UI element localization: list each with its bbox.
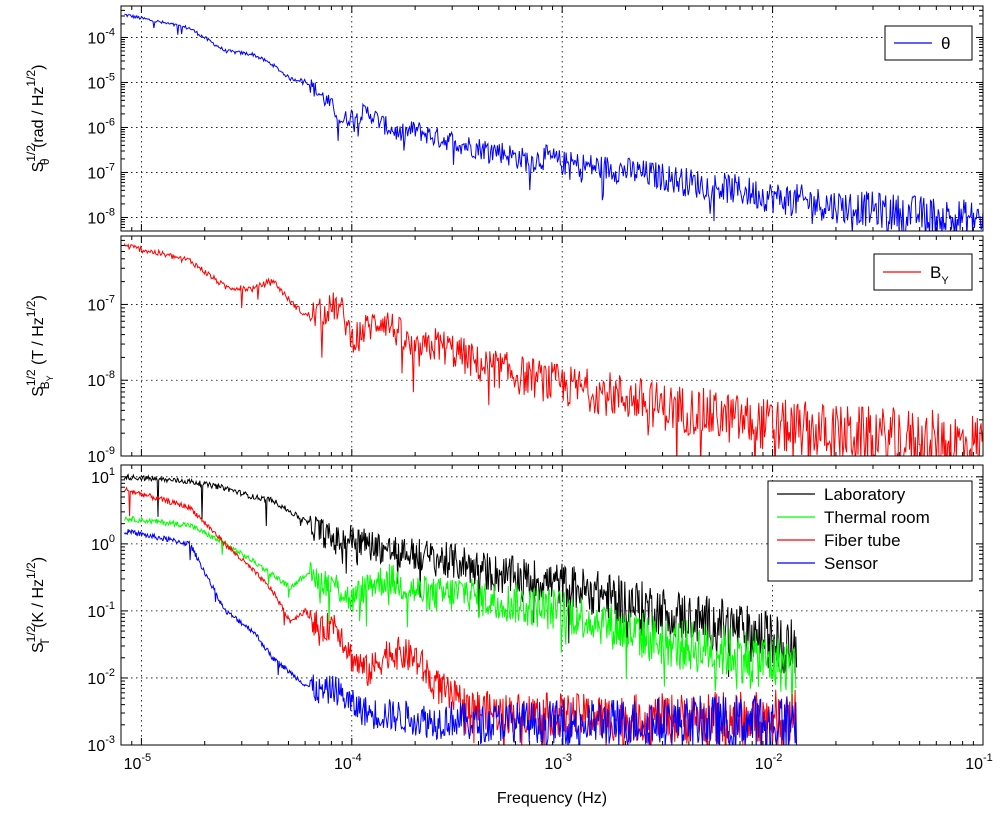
y-tick-label: 100 bbox=[91, 533, 115, 554]
y-tick-label: 101 bbox=[91, 466, 115, 487]
legend: BY bbox=[873, 253, 973, 291]
series-line-θ bbox=[124, 13, 983, 231]
x-tick-label: 10-2 bbox=[755, 752, 783, 773]
series-line-sensor bbox=[123, 529, 798, 745]
legend-label: Laboratory bbox=[824, 485, 906, 504]
legend: Laboratory Thermal room Fiber tube Sensor bbox=[767, 480, 973, 582]
legend-box bbox=[767, 480, 973, 582]
series-line-laboratory bbox=[123, 473, 798, 678]
legend-label: Sensor bbox=[824, 554, 878, 573]
panel-2: 10-9 10-8 10-7 BY S1/2BY (T / Hz1/2) bbox=[24, 235, 984, 466]
legend: θ bbox=[884, 25, 973, 61]
plot-area bbox=[121, 6, 983, 231]
y-tick-label: 10-6 bbox=[87, 116, 115, 137]
y-tick-label: 10-9 bbox=[87, 445, 115, 466]
y-axis-label: S1/2T (K / Hz1/2) bbox=[24, 557, 52, 653]
series-group bbox=[123, 243, 983, 456]
y-tick-label: 10-5 bbox=[87, 71, 115, 92]
series-group bbox=[124, 13, 983, 231]
y-tick-label: 10-8 bbox=[87, 369, 115, 390]
x-tick-label: 10-1 bbox=[965, 752, 993, 773]
plot-frame bbox=[120, 5, 984, 232]
series-group bbox=[123, 473, 798, 745]
panel-1: 10-8 10-7 10-6 10-5 10-4 θ S1/2θ (rad / Hz1/2) bbox=[24, 5, 984, 232]
y-tick-label: 10-7 bbox=[87, 293, 115, 314]
series-line-b bbox=[123, 243, 983, 456]
y-tick-label: 10-2 bbox=[87, 667, 115, 688]
plot-area bbox=[121, 236, 983, 456]
plot-frame bbox=[120, 235, 984, 457]
y-tick-label: 10-7 bbox=[87, 161, 115, 182]
y-tick-label: 10-8 bbox=[87, 206, 115, 227]
legend-label: θ bbox=[941, 34, 950, 53]
x-tick-label: 10-5 bbox=[124, 752, 152, 773]
series-line-fiber-tube bbox=[124, 486, 798, 745]
series-line-thermal-room bbox=[123, 516, 797, 721]
y-tick-label: 10-3 bbox=[87, 734, 115, 755]
x-tick-label: 10-3 bbox=[544, 752, 572, 773]
y-tick-label: 10-1 bbox=[87, 600, 115, 621]
y-tick-label: 10-4 bbox=[87, 26, 115, 47]
x-axis-label: Frequency (Hz) bbox=[497, 790, 607, 807]
y-axis-label: S1/2θ (rad / Hz1/2) bbox=[24, 65, 52, 173]
y-axis-label: S1/2BY (T / Hz1/2) bbox=[24, 295, 55, 397]
legend-label: Thermal room bbox=[824, 508, 930, 527]
legend-label: Fiber tube bbox=[824, 531, 901, 550]
panel-3: 10-3 10-2 10-1 100 101 10-5 10-4 10-3 10-2 10-1 La… bbox=[24, 464, 993, 807]
x-tick-label: 10-4 bbox=[334, 752, 362, 773]
legend-label: BY bbox=[930, 263, 949, 287]
plot-frame bbox=[120, 464, 984, 746]
